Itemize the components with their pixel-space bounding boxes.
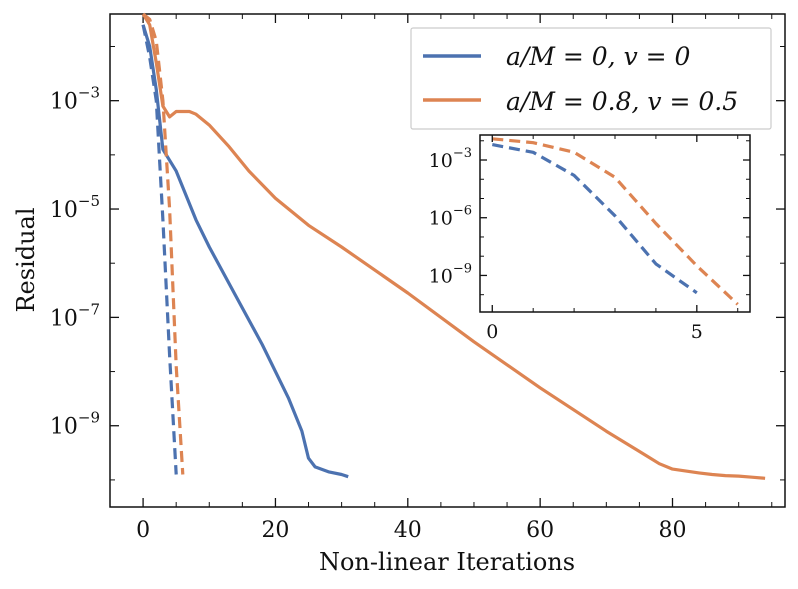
main-xtick-label-0: 0 [136,518,150,543]
main-series-3-dashed [142,12,185,475]
inset-ytick-label-2: 10−9 [429,261,472,287]
legend: a/M = 0, v = 0 a/M = 0.8, v = 0.5 [410,27,772,130]
main-xtick-label-1: 20 [261,518,289,543]
main-plot: 0 20 40 60 80 10−3 10−5 10−7 10−9 Non-linear Ite… [12,12,786,576]
inset-plot: 0 5 10−3 10−6 10−9 [429,134,751,343]
main-series-2-solid [141,13,766,480]
main-ytick-label-3: 10−9 [50,409,100,440]
legend-box [410,27,772,130]
inset-ytick-label-0: 10−3 [429,146,472,172]
x-axis-title: Non-linear Iterations [319,548,575,576]
main-ytick-label-0: 10−3 [50,84,100,115]
y-axis-title: Residual [12,207,40,312]
inset-xtick-label-0: 0 [486,321,498,343]
main-xtick-label-3: 60 [526,518,554,543]
inset-frame [479,134,751,313]
inset-background [480,135,750,312]
main-plot-frame [109,13,786,508]
legend-label-orange: a/M = 0.8, v = 0.5 [506,87,738,116]
inset-series-1-dashed [492,137,739,306]
inset-ytick-label-1: 10−6 [429,204,472,230]
main-xtick-label-4: 80 [659,518,687,543]
main-series-0-solid [141,24,349,479]
main-xtick-label-2: 40 [394,518,422,543]
main-ytick-label-2: 10−7 [50,300,100,331]
inset-series-0-dashed [492,143,698,295]
legend-label-blue: a/M = 0, v = 0 [506,42,691,71]
inset-xtick-label-1: 5 [691,321,703,343]
main-series-1-dashed [141,24,178,475]
main-ytick-label-1: 10−5 [50,192,100,223]
